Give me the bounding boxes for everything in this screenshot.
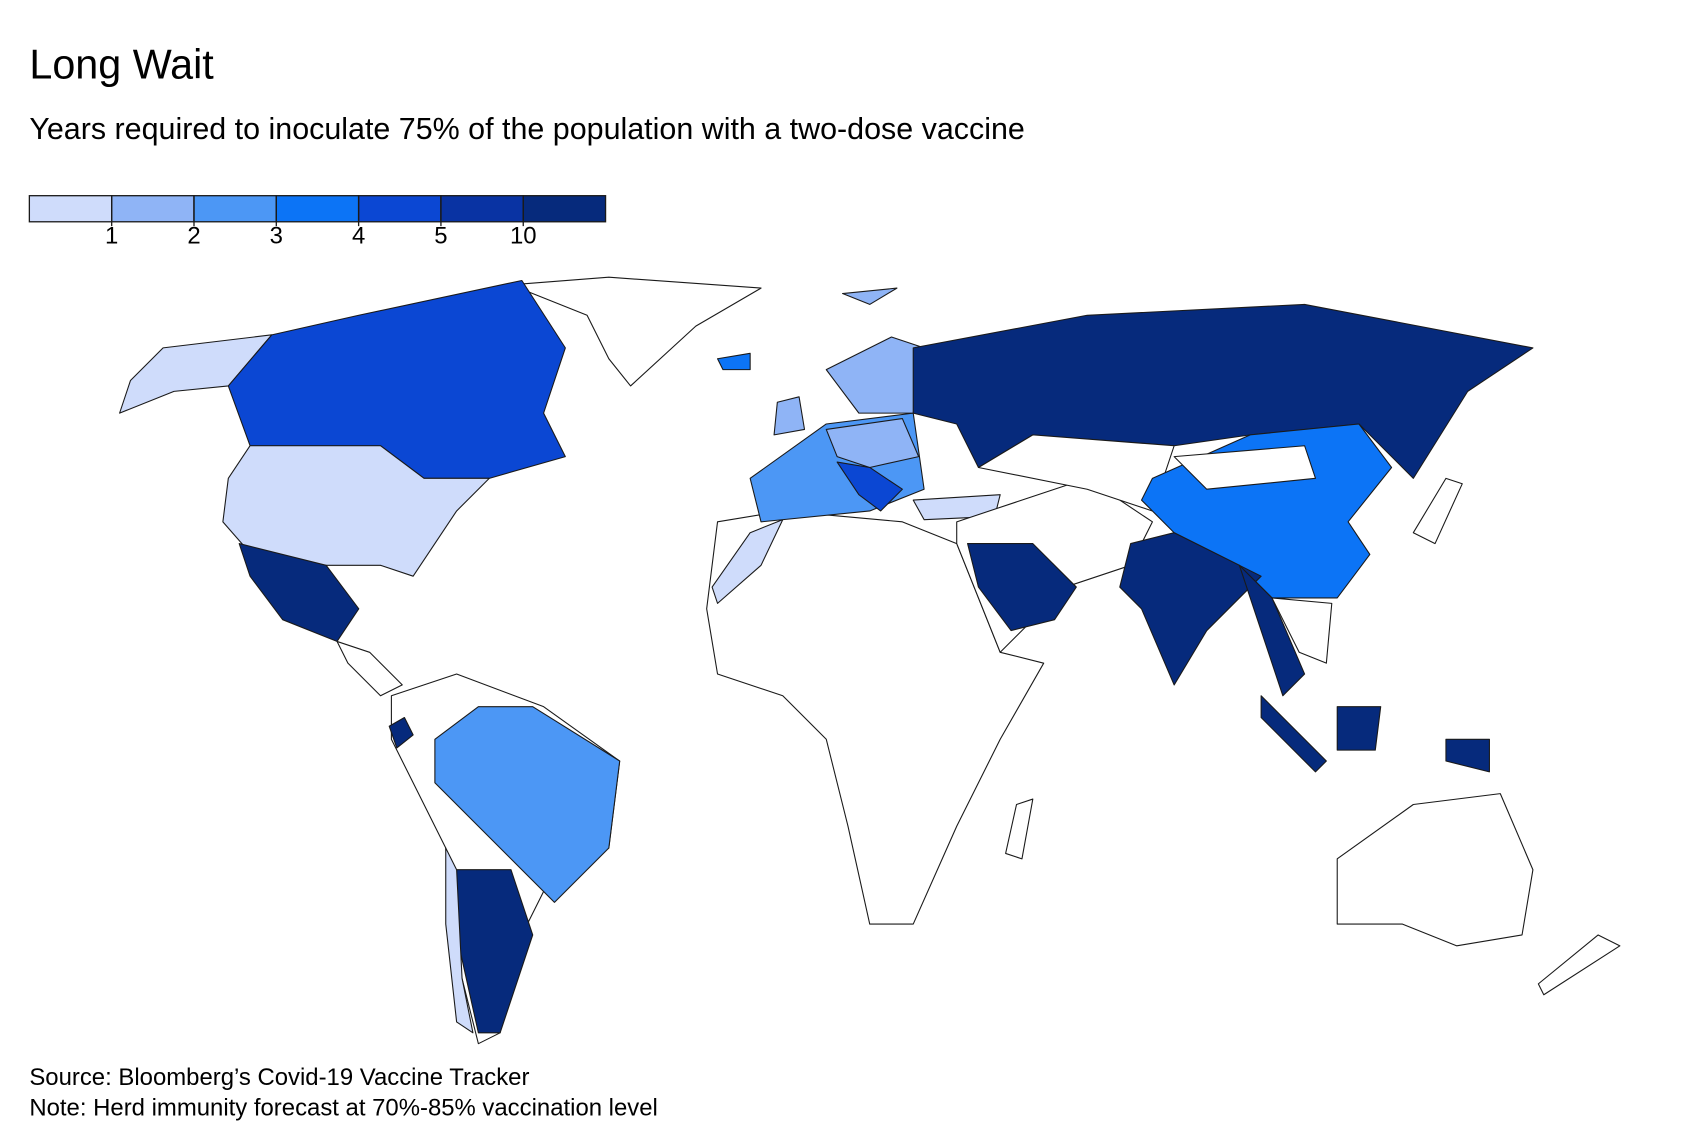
legend-swatch xyxy=(522,195,607,223)
southeast-asia xyxy=(1238,564,1306,697)
legend-tick-label: 5 xyxy=(434,223,447,250)
brazil xyxy=(434,706,621,903)
central-america xyxy=(336,640,403,697)
greenland xyxy=(510,276,762,387)
legend-swatch xyxy=(357,195,442,223)
chile xyxy=(445,847,474,1034)
legend-swatch xyxy=(111,195,195,223)
indochina xyxy=(1271,597,1333,664)
legend-swatch xyxy=(440,195,524,223)
scandinavia xyxy=(825,336,925,414)
morocco xyxy=(711,519,784,604)
new-zealand xyxy=(1537,934,1621,996)
legend-tick-label: 2 xyxy=(187,223,200,250)
mongolia xyxy=(1173,445,1317,490)
legend-tick-label: 3 xyxy=(270,223,283,250)
legend-tick-label: 1 xyxy=(105,223,118,250)
legend-tick-label: 4 xyxy=(352,223,365,250)
iceland xyxy=(716,352,751,371)
source: Source: Bloomberg’s Covid-19 Vaccine Tra… xyxy=(29,1064,529,1091)
note: Note: Herd immunity forecast at 70%-85% … xyxy=(29,1094,658,1121)
africa xyxy=(706,510,1045,925)
new-guinea xyxy=(1445,738,1490,773)
saudi-arabia xyxy=(967,543,1077,632)
madagascar xyxy=(1005,798,1034,860)
central-europe xyxy=(825,418,920,469)
sumatra xyxy=(1260,695,1327,773)
world-map xyxy=(119,276,1621,1045)
legend-swatch xyxy=(275,195,360,223)
svalbard xyxy=(842,287,898,305)
subtitle: Years required to inoculate 75% of the p… xyxy=(29,112,1025,146)
united-states xyxy=(222,445,490,577)
australia xyxy=(1336,793,1534,947)
legend: 1 2 3 4 5 10 xyxy=(28,195,607,250)
india xyxy=(1119,532,1262,686)
ecuador xyxy=(388,716,414,749)
title: Long Wait xyxy=(29,41,214,87)
balkans xyxy=(836,461,903,512)
japan xyxy=(1412,477,1463,545)
borneo xyxy=(1336,706,1382,751)
uk xyxy=(773,396,806,436)
legend-tick-label: 10 xyxy=(510,223,537,250)
legend-swatch xyxy=(193,195,277,223)
legend-swatch xyxy=(28,195,113,223)
